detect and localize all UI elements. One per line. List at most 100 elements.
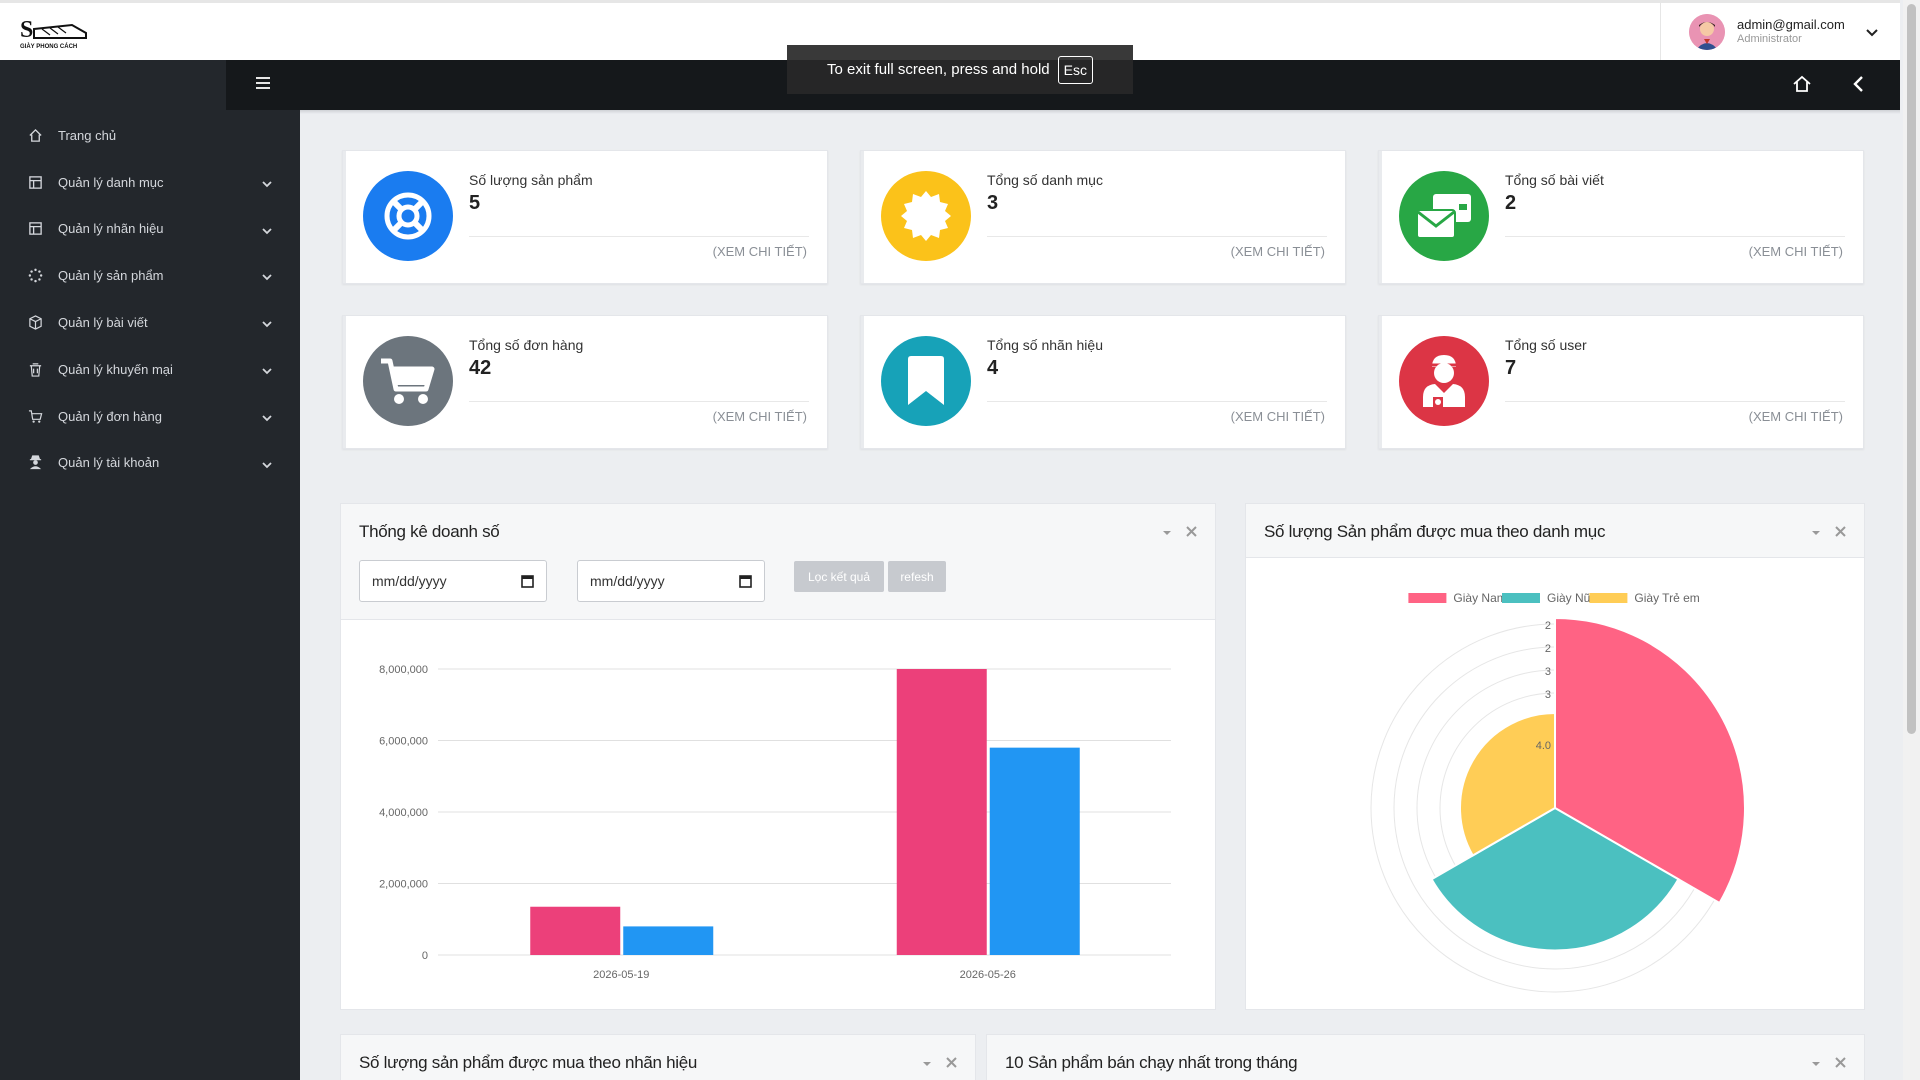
envelopes-icon xyxy=(1399,171,1489,261)
sidebar-item-label: Trang chủ xyxy=(58,127,117,143)
stat-card-orders: Tổng số đơn hàng 42 (XEM CHI TIẾT) xyxy=(342,315,828,449)
cart-icon xyxy=(26,407,44,425)
stat-value: 2 xyxy=(1505,192,1517,214)
lifebuoy-icon xyxy=(363,171,453,261)
cart-icon xyxy=(363,336,453,426)
r-tick-label: 2 xyxy=(1545,620,1551,632)
close-icon[interactable] xyxy=(1835,524,1846,542)
sidebar-item-posts[interactable]: Quản lý bài viết xyxy=(0,299,300,346)
sidebar-item-label: Quản lý khuyến mại xyxy=(58,361,173,377)
x-tick-label: 2026-05-19 xyxy=(593,969,649,981)
collapse-icon[interactable] xyxy=(1811,524,1821,542)
sidebar-item-orders[interactable]: Quản lý đơn hàng xyxy=(0,393,300,440)
view-details-link[interactable]: (XEM CHI TIẾT) xyxy=(1230,244,1325,259)
stat-value: 42 xyxy=(469,357,492,379)
stat-card-users: Tổng số user 7 (XEM CHI TIẾT) xyxy=(1378,315,1864,449)
legend-swatch[interactable] xyxy=(1589,593,1628,603)
polar-slice[interactable] xyxy=(1459,711,1556,857)
sidebar-item-products[interactable]: Quản lý sản phẩm xyxy=(0,252,300,299)
view-details-link[interactable]: (XEM CHI TIẾT) xyxy=(712,244,807,259)
stat-value: 7 xyxy=(1505,357,1517,379)
hamburger-icon[interactable] xyxy=(256,76,270,94)
sidebar-menu: Trang chủ Quản lý danh mục Quản lý nhãn … xyxy=(0,112,300,486)
fullscreen-exit-toast: To exit full screen, press and hold Esc xyxy=(787,45,1133,94)
stat-label: Tổng số đơn hàng xyxy=(469,337,584,353)
view-details-link[interactable]: (XEM CHI TIẾT) xyxy=(1230,409,1325,424)
legend-label[interactable]: Giày Nữ xyxy=(1547,591,1592,605)
polar-slice[interactable] xyxy=(1430,806,1680,952)
bar[interactable] xyxy=(530,906,621,955)
panel-title: Thống kê doanh số xyxy=(359,522,500,541)
stat-card-brands: Tổng số nhãn hiệu 4 (XEM CHI TIẾT) xyxy=(860,315,1346,449)
divider xyxy=(469,236,809,237)
stat-value: 4 xyxy=(987,357,999,379)
divider xyxy=(469,401,809,402)
top-products-panel: 10 Sản phẩm bán chạy nhất trong tháng xyxy=(986,1034,1865,1080)
sidebar-toggle-button[interactable] xyxy=(226,60,300,110)
bar[interactable] xyxy=(896,669,987,955)
page-scrollbar[interactable] xyxy=(1903,0,1920,1080)
home-icon[interactable] xyxy=(1792,74,1812,99)
collapse-icon[interactable] xyxy=(1162,524,1172,542)
legend-label[interactable]: Giày Nam xyxy=(1453,591,1506,605)
filter-button[interactable]: Lọc kết quả xyxy=(794,561,884,592)
collapse-icon[interactable] xyxy=(922,1055,932,1073)
calendar-icon[interactable] xyxy=(521,574,534,591)
divider xyxy=(987,401,1327,402)
bar[interactable] xyxy=(989,747,1080,955)
top-products-panel-header: 10 Sản phẩm bán chạy nhất trong tháng xyxy=(987,1035,1864,1080)
trash-icon xyxy=(26,360,44,378)
refresh-button[interactable]: refesh xyxy=(888,561,946,592)
box-icon xyxy=(26,314,44,332)
sidebar-item-home[interactable]: Trang chủ xyxy=(0,112,300,159)
sidebar-item-label: Quản lý danh mục xyxy=(58,174,164,190)
sales-panel-header: Thống kê doanh số mm/dd/yyyy mm/dd/yyyy … xyxy=(341,504,1215,620)
sales-panel: Thống kê doanh số mm/dd/yyyy mm/dd/yyyy … xyxy=(340,503,1216,1010)
close-icon[interactable] xyxy=(1186,524,1197,542)
view-details-link[interactable]: (XEM CHI TIẾT) xyxy=(712,409,807,424)
chevron-down-icon xyxy=(262,363,272,378)
legend-swatch[interactable] xyxy=(1408,593,1447,603)
scrollbar-thumb[interactable] xyxy=(1907,4,1916,734)
r-tick-label: 4.0 xyxy=(1536,740,1551,752)
stat-label: Tổng số bài viết xyxy=(1505,172,1604,188)
sidebar-item-label: Quản lý sản phẩm xyxy=(58,268,164,284)
sidebar-item-categories[interactable]: Quản lý danh mục xyxy=(0,159,300,206)
site-logo[interactable]: S GIÀY PHONG CÁCH xyxy=(20,15,92,51)
chevron-down-icon[interactable] xyxy=(1866,25,1878,43)
sidebar-item-label: Quản lý bài viết xyxy=(58,315,148,331)
y-tick-label: 6,000,000 xyxy=(379,736,428,748)
sidebar-item-label: Quản lý tài khoản xyxy=(58,455,160,471)
view-details-link[interactable]: (XEM CHI TIẾT) xyxy=(1748,409,1843,424)
toast-text: To exit full screen, press and hold xyxy=(827,61,1050,78)
divider xyxy=(1505,236,1845,237)
sidebar-item-brands[interactable]: Quản lý nhãn hiệu xyxy=(0,206,300,253)
legend-label[interactable]: Giày Trẻ em xyxy=(1634,591,1699,605)
date-to-input[interactable]: mm/dd/yyyy xyxy=(577,560,765,602)
polar-slice[interactable] xyxy=(1554,616,1746,905)
sidebar-item-accounts[interactable]: Quản lý tài khoản xyxy=(0,440,300,487)
date-from-input[interactable]: mm/dd/yyyy xyxy=(359,560,547,602)
y-tick-label: 0 xyxy=(422,950,428,962)
chevron-down-icon xyxy=(262,223,272,238)
sidebar-item-label: Quản lý nhãn hiệu xyxy=(58,221,164,237)
date-to-value: mm/dd/yyyy xyxy=(590,573,665,589)
user-secret-icon xyxy=(26,454,44,472)
view-details-link[interactable]: (XEM CHI TIẾT) xyxy=(1748,244,1843,259)
user-injured-icon xyxy=(1399,336,1489,426)
sidebar-item-label: Quản lý đơn hàng xyxy=(58,408,162,424)
calendar-icon[interactable] xyxy=(739,574,752,591)
legend-swatch[interactable] xyxy=(1502,593,1540,603)
bar[interactable] xyxy=(623,926,714,955)
sidebar-item-promotions[interactable]: Quản lý khuyến mại xyxy=(0,346,300,393)
close-icon[interactable] xyxy=(946,1055,957,1073)
date-from-value: mm/dd/yyyy xyxy=(372,573,447,589)
close-icon[interactable] xyxy=(1835,1055,1846,1073)
user-role: Administrator xyxy=(1737,32,1802,45)
sales-bar-chart: 0 2,000,000 4,000,000 6,000,000 8,000,000 202… xyxy=(379,664,1171,981)
user-menu[interactable]: admin@gmail.com Administrator xyxy=(1660,3,1900,60)
table-icon xyxy=(26,173,44,191)
svg-text:S: S xyxy=(20,17,33,43)
collapse-icon[interactable] xyxy=(1811,1055,1821,1073)
chevron-left-icon[interactable] xyxy=(1852,75,1864,98)
